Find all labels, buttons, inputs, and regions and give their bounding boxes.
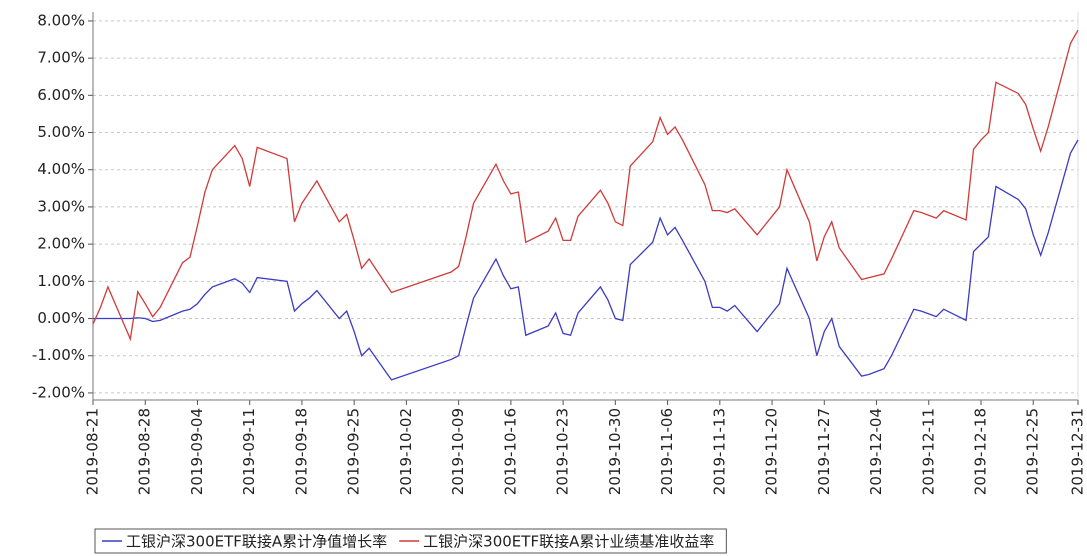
- x-tick-label: 2019-08-21: [84, 408, 102, 495]
- y-tick-label: -1.00%: [32, 346, 85, 364]
- legend: 工银沪深300ETF联接A累计净值增长率 工银沪深300ETF联接A累计业绩基准收…: [94, 528, 727, 554]
- y-tick-label: 5.00%: [37, 123, 85, 141]
- x-tick-label: 2019-12-11: [919, 408, 937, 495]
- x-tick-label: 2019-11-06: [658, 408, 676, 495]
- x-tick-label: 2019-08-28: [136, 408, 154, 495]
- y-tick-label: 1.00%: [37, 272, 85, 290]
- y-tick-label: 4.00%: [37, 160, 85, 178]
- x-tick-label: 2019-09-18: [292, 408, 310, 495]
- x-tick-label: 2019-11-20: [763, 408, 781, 495]
- x-tick-label: 2019-11-27: [815, 408, 833, 495]
- x-tick-label: 2019-09-25: [345, 408, 363, 495]
- x-tick-label: 2019-12-25: [1024, 408, 1042, 495]
- y-tick-label: 0.00%: [37, 309, 85, 327]
- y-tick-label: 6.00%: [37, 86, 85, 104]
- y-tick-label: 3.00%: [37, 197, 85, 215]
- x-tick-label: 2019-10-23: [554, 408, 572, 495]
- x-tick-label: 2019-10-16: [501, 408, 519, 495]
- x-tick-label: 2019-12-04: [867, 408, 885, 495]
- x-tick-label: 2019-09-11: [240, 408, 258, 495]
- series-line: [93, 139, 1079, 381]
- series-line: [92, 29, 1079, 342]
- y-tick-label: 7.00%: [37, 49, 85, 67]
- legend-label: 工银沪深300ETF联接A累计业绩基准收益率: [423, 533, 714, 551]
- x-tick-label: 2019-10-02: [397, 408, 415, 495]
- x-tick-label: 2019-12-31: [1069, 408, 1087, 495]
- y-tick-label: -2.00%: [32, 383, 85, 401]
- legend-label: 工银沪深300ETF联接A累计净值增长率: [126, 533, 387, 551]
- y-tick-label: 2.00%: [37, 235, 85, 253]
- x-tick-label: 2019-09-04: [188, 408, 206, 495]
- y-tick-label: 8.00%: [37, 11, 85, 29]
- x-tick-label: 2019-10-09: [449, 408, 467, 495]
- x-tick-label: 2019-10-30: [606, 408, 624, 495]
- x-tick-label: 2019-11-13: [710, 408, 728, 495]
- x-tick-label: 2019-12-18: [971, 408, 989, 495]
